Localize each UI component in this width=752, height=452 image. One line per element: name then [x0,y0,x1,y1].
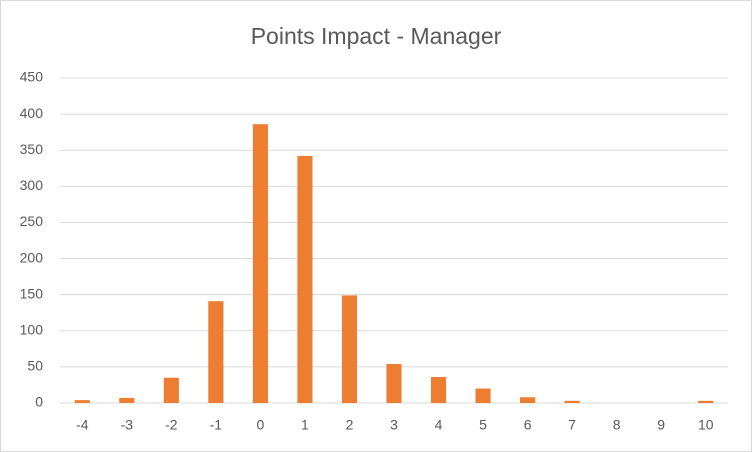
bar [564,400,580,403]
x-tick-label: 3 [390,417,398,433]
x-tick-label: 0 [257,417,265,433]
y-tick-label: 0 [35,394,43,410]
bar [520,397,536,403]
x-tick-label: 10 [698,417,714,433]
x-tick-label: 7 [568,417,576,433]
bar [119,397,135,403]
y-tick-label: 300 [20,177,44,193]
x-tick-label: 8 [613,417,621,433]
y-tick-label: 400 [20,105,44,121]
y-tick-label: 200 [20,249,44,265]
x-tick-label: 9 [657,417,665,433]
bar [430,377,447,403]
bar [475,388,491,403]
bar [208,301,224,403]
y-tick-label: 50 [27,358,43,374]
bar [698,400,714,403]
bar [252,124,268,403]
x-tick-label: 2 [346,417,354,433]
y-tick-label: 250 [20,213,44,229]
bar [297,156,313,403]
y-tick-label: 150 [20,285,44,301]
x-tick-label: -4 [76,417,89,433]
bar [341,295,358,403]
bar [163,377,179,403]
bar [74,400,90,403]
x-tick-label: -3 [121,417,134,433]
chart-title: Points Impact - Manager [251,23,502,49]
x-tick-label: 4 [435,417,443,433]
x-tick-label: 5 [479,417,487,433]
y-tick-label: 350 [20,141,44,157]
y-tick-label: 100 [20,321,44,337]
x-tick-label: -1 [210,417,223,433]
bar [386,364,402,403]
x-tick-label: 1 [301,417,309,433]
x-tick-label: -2 [165,417,178,433]
y-tick-label: 450 [20,69,44,85]
x-tick-label: 6 [524,417,532,433]
